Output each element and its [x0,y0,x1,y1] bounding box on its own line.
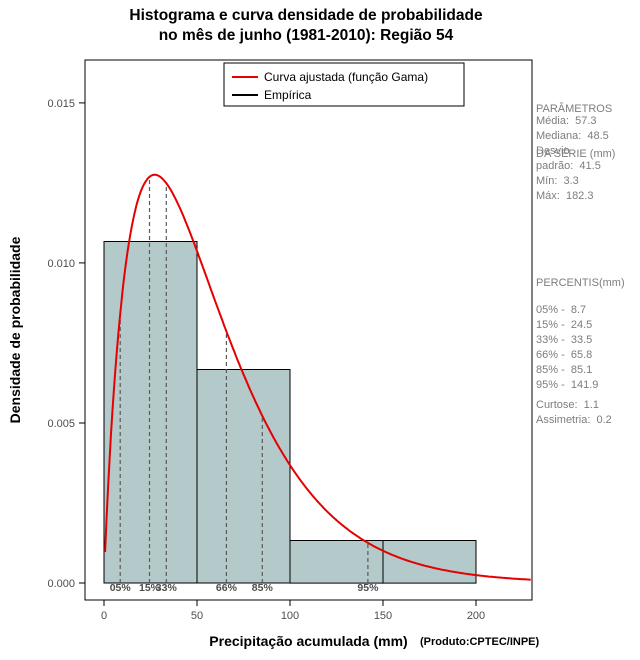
y-tick-label: 0.005 [47,418,75,430]
histogram-bar [103,241,198,584]
percentis-list: 05% - 8.7 15% - 24.5 33% - 33.5 66% - 65.8 8… [536,303,640,393]
y-tick-label: 0.015 [47,98,75,110]
percentile-label: 15% [139,582,161,594]
x-axis-title: Precipitação acumulada (mm) [209,633,407,649]
side-panel-line: Desvio [536,145,570,157]
side-panel-line: 05% - 8.7 [536,304,587,316]
percentile-label: 66% [216,582,238,594]
gamma-curve [104,173,531,581]
side-panel-line: Máx: 182.3 [536,190,594,202]
x-tick-label: 100 [281,610,299,622]
side-panel: PARÂMETROS DA SÉRIE (mm) Média: 57.3 Medi… [536,0,640,660]
side-panel-line: 85% - 85.1 [536,364,593,376]
percentile-label: 05% [110,582,132,594]
side-panel-line: Assimetria: 0.2 [536,414,612,426]
params-header-line1: PARÂMETROS [536,103,613,115]
legend-label: Curva ajustada (função Gama) [264,70,428,84]
x-tick-label: 150 [374,610,392,622]
x-tick-label: 0 [101,610,107,622]
y-tick-label: 0.000 [47,578,75,590]
plot-border [84,59,533,601]
side-panel-line: 66% - 65.8 [536,349,593,361]
histogram-bar [382,540,477,584]
percentile-label: 85% [252,582,274,594]
side-panel-line: Média: 57.3 [536,115,597,127]
side-panel-line: 33% - 33.5 [536,334,593,346]
histogram-bar [196,369,291,584]
y-axis-title: Densidade de probabilidade [7,236,23,423]
side-panel-line: 95% - 141.9 [536,379,599,391]
percentis-header: PERCENTIS(mm) [536,277,625,289]
percentile-label: 33% [156,582,178,594]
side-panel-line: Curtose: 1.1 [536,399,599,411]
side-panel-line: Mín: 3.3 [536,175,579,187]
side-panel-line: padrão: 41.5 [536,160,601,172]
params-list: Média: 57.3 Mediana: 48.5 Desvio padrão: 41… [536,114,640,204]
chart-title-line1: Histograma e curva densidade de probabil… [129,7,483,24]
chart-title-line2: no mês de junho (1981-2010): Região 54 [158,27,454,44]
percentile-label: 95% [357,582,379,594]
histogram-bar [289,540,384,584]
legend-label: Empírica [264,88,312,102]
legend-box [223,62,465,107]
y-tick-label: 0.010 [47,258,75,270]
params-header: PARÂMETROS DA SÉRIE (mm) [536,72,640,192]
x-tick-label: 200 [467,610,485,622]
chart-title: Histograma e curva densidade de probabil… [0,6,612,46]
params-header-line2: DA SÉRIE (mm) [536,148,616,160]
side-panel-line: 15% - 24.5 [536,319,593,331]
source-note: (Produto:CPTEC/INPE) [420,636,539,648]
side-panel-line: Mediana: 48.5 [536,130,609,142]
x-tick-label: 50 [191,610,203,622]
stats-list: Curtose: 1.1 Assimetria: 0.2 [536,398,640,428]
